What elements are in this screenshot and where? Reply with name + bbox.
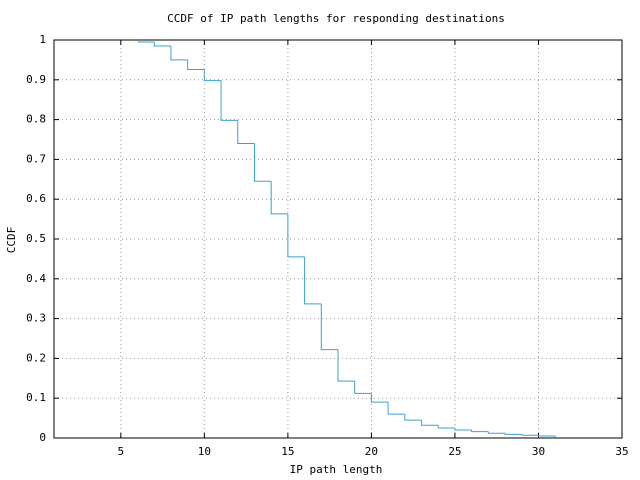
x-tick-label: 15 (281, 445, 294, 458)
step-segment (270, 181, 288, 215)
y-tick-label: 0.3 (26, 312, 46, 325)
step-segment (404, 414, 422, 421)
y-tick-label: 0.5 (26, 232, 46, 245)
step-segment (370, 393, 389, 403)
y-tick-label: 0.2 (26, 351, 46, 364)
step-segment (220, 80, 238, 121)
y-tick-label: 0.8 (26, 113, 46, 126)
step-segment (320, 303, 338, 351)
step-segment (187, 59, 205, 70)
x-tick-label: 5 (118, 445, 125, 458)
plot-border (53, 39, 623, 439)
x-tick-label: 25 (448, 445, 461, 458)
step-segment (387, 402, 405, 415)
step-segment (354, 381, 372, 394)
y-tick-label: 0.6 (26, 192, 46, 205)
step-segment (454, 428, 472, 431)
y-tick-label: 0.7 (26, 152, 46, 165)
step-segment (304, 256, 322, 305)
y-axis-label: CCDF (5, 227, 18, 254)
x-tick-label: 35 (615, 445, 628, 458)
x-tick-label: 30 (532, 445, 545, 458)
step-segment (203, 69, 222, 82)
x-tick-label: 10 (198, 445, 211, 458)
step-segment (487, 431, 506, 434)
chart-title: CCDF of IP path lengths for responding d… (167, 12, 505, 25)
step-segment (153, 41, 171, 47)
x-axis-label: IP path length (290, 463, 383, 476)
step-segment (337, 349, 355, 382)
step-segment (253, 143, 272, 182)
y-tick-label: 0 (39, 431, 46, 444)
step-segment (504, 433, 522, 435)
step-segment (237, 120, 255, 144)
step-segment (471, 430, 489, 433)
y-tick-label: 0.1 (26, 391, 46, 404)
step-segment (170, 45, 188, 61)
y-tick-label: 1 (39, 33, 46, 46)
step-segment (437, 425, 455, 429)
x-tick-label: 20 (365, 445, 378, 458)
y-tick-label: 0.9 (26, 73, 46, 86)
step-segment (421, 420, 439, 426)
step-segment (287, 213, 305, 258)
step-segment (537, 435, 556, 437)
y-tick-label: 0.4 (26, 272, 46, 285)
step-segment (521, 434, 539, 436)
